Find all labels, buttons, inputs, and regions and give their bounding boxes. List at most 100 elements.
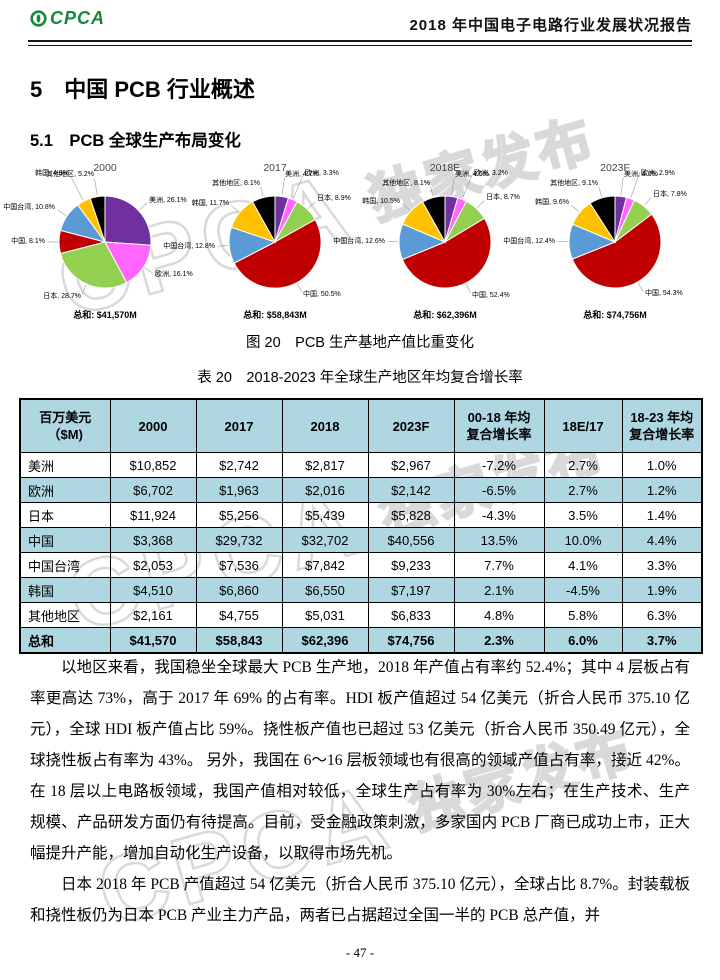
- pie-leader-line: [462, 173, 473, 199]
- table-cell: 6.0%: [543, 627, 623, 654]
- pie-slice-欧洲: [104, 241, 152, 284]
- pie-leader-line: [451, 177, 455, 196]
- table-cell-region: 韩国: [19, 577, 111, 603]
- pie-slice-美洲: [104, 195, 152, 246]
- table-cell: $6,550: [281, 577, 369, 603]
- pie-slice-其他地区: [251, 195, 276, 244]
- table-cell: 1.0%: [621, 452, 703, 478]
- pie-label: 韩国, 11.7%: [191, 200, 229, 207]
- pie-leader-line: [281, 177, 285, 196]
- pie-label: 美洲, 4.5%: [455, 171, 489, 178]
- table-cell: $4,755: [195, 602, 283, 628]
- table-cell: 4.8%: [453, 602, 545, 628]
- table-cell: 13.5%: [453, 527, 545, 553]
- pie-leader-line: [231, 205, 240, 213]
- header-rule: [28, 40, 692, 46]
- pie-chart-2017: 2017 美洲, 4.7% 欧洲, 3.3% 日本, 8.9% 中国, 50.5% 中国台…: [163, 160, 360, 322]
- pie-label: 欧洲, 3.2%: [474, 170, 508, 177]
- pie-label: 美洲, 26.1%: [149, 197, 187, 204]
- table-row: 总和 $41,570 $58,843 $62,396 $74,756 2.3% 6.0% 3.…: [19, 627, 703, 654]
- chart-total: 总和: $62,396M: [413, 310, 477, 320]
- table-cell: 2.7%: [543, 452, 623, 478]
- table-cell: -6.5%: [453, 477, 545, 503]
- table-cell: $2,161: [109, 602, 197, 628]
- table-cell: 4.4%: [621, 527, 703, 553]
- pie-slice-日本: [59, 241, 128, 289]
- table-body: 美洲 $10,852 $2,742 $2,817 $2,967 -7.2% 2.7% 1.0%…: [19, 452, 703, 654]
- table-cell: $40,556: [367, 527, 455, 553]
- pie-label: 日本, 28.7%: [43, 293, 81, 300]
- pie-leader-line: [144, 267, 153, 274]
- table-cell: 1.9%: [621, 577, 703, 603]
- table-cell: $2,053: [109, 552, 197, 578]
- pie-charts-row: 2000 美洲, 26.1% 欧洲, 16.1% 日本, 28.7% 中国, 8.1% 中…: [3, 160, 700, 322]
- pie-leader-line: [402, 203, 411, 211]
- table-cell: $3,368: [109, 527, 197, 553]
- table-cell: $62,396: [281, 627, 369, 654]
- table-cell: $6,833: [367, 602, 455, 628]
- table-cell: $11,924: [109, 502, 197, 528]
- table-cell: $2,742: [195, 452, 283, 478]
- paragraph: 以地区来看，我国稳坐全球最大 PCB 生产地，2018 年产值占有率约 52.4…: [30, 659, 690, 862]
- table-cell: 6.3%: [621, 602, 703, 628]
- pie-leader-line: [70, 176, 84, 201]
- pie-leader-line: [620, 177, 624, 196]
- chart-total: 总和: $74,756M: [583, 310, 647, 320]
- table-row: 中国 $3,368 $29,732 $32,702 $40,556 13.5% 10.0% 4…: [19, 527, 703, 553]
- pie-leader-line: [598, 187, 603, 197]
- pie-svg: [47, 176, 153, 295]
- figure-caption: 图 20 PCB 生产基地产值比重变化: [246, 335, 474, 351]
- pie-label: 中国, 8.1%: [11, 238, 45, 245]
- pie-svg: [387, 173, 492, 294]
- pie-label: 韩国, 9.6%: [535, 199, 569, 206]
- table-cell: $32,702: [281, 527, 369, 553]
- pie-leader-line: [94, 177, 98, 196]
- table-row: 美洲 $10,852 $2,742 $2,817 $2,967 -7.2% 2.7% 1.0%: [19, 452, 703, 478]
- table-cell: $7,842: [281, 552, 369, 578]
- table-cell: 2.7%: [543, 477, 623, 503]
- pie-leader-line: [430, 186, 434, 197]
- table-cell: 7.7%: [453, 552, 545, 578]
- table-cell: $4,510: [109, 577, 197, 603]
- logo-text: CPCA: [50, 8, 106, 28]
- table-cell: $2,142: [367, 477, 455, 503]
- pie-label: 中国台湾, 10.8%: [3, 204, 55, 211]
- pie-label: 韩国, 10.5%: [362, 198, 400, 205]
- pie-slice-其他地区: [589, 195, 616, 244]
- table-cell: $9,233: [367, 552, 455, 578]
- report-header-title: 2018 年中国电子电路行业发展状况报告: [409, 17, 692, 34]
- pie-slice-中国: [571, 213, 662, 289]
- table-row: 中国台湾 $2,053 $7,536 $7,842 $9,233 7.7% 4.1% 3.3%: [19, 552, 703, 578]
- table-row: 欧洲 $6,702 $1,963 $2,016 $2,142 -6.5% 2.7% 1.2%: [19, 477, 703, 503]
- pie-chart-2000: 2000 美洲, 26.1% 欧洲, 16.1% 日本, 28.7% 中国, 8.1% 中…: [3, 160, 193, 322]
- chart-total: 总和: $41,570M: [73, 310, 137, 320]
- pie-label: 其他地区, 8.1%: [212, 180, 260, 187]
- pie-svg: [557, 172, 662, 292]
- pie-leader-line: [307, 201, 316, 209]
- table-header-cell: 百万美元 （$M): [19, 398, 111, 453]
- pie-leader-line: [292, 173, 305, 199]
- pie-leader-line: [637, 282, 644, 292]
- table-cell: 3.7%: [621, 627, 703, 654]
- pie-label: 美洲, 4.7%: [285, 171, 319, 178]
- pie-leader-line: [296, 283, 303, 293]
- table-head: 百万美元 （$M) 2000 2017 2018 2023F 00-18 年均 复合增长率…: [19, 398, 703, 453]
- pie-leader-line: [81, 284, 87, 295]
- table-cell: 3.5%: [543, 502, 623, 528]
- growth-rate-table: 百万美元 （$M) 2000 2017 2018 2023F 00-18 年均 复合增长率…: [19, 398, 703, 654]
- table-header-row: 百万美元 （$M) 2000 2017 2018 2023F 00-18 年均 复合增长率…: [19, 398, 703, 453]
- pie-label: 中国台湾, 12.8%: [163, 243, 215, 250]
- chart-title: 2018E: [429, 162, 461, 174]
- pie-leader-line: [630, 172, 641, 198]
- cpca-logo: CPCA: [30, 8, 105, 29]
- pie-label: 欧洲, 16.1%: [155, 271, 193, 278]
- table-cell: 4.1%: [543, 552, 623, 578]
- table-cell: $5,256: [195, 502, 283, 528]
- table-row: 日本 $11,924 $5,256 $5,439 $5,828 -4.3% 3.5% 1.4%: [19, 502, 703, 528]
- table-cell: $74,756: [367, 627, 455, 654]
- table-cell: $5,031: [281, 602, 369, 628]
- pie-svg: [218, 173, 322, 293]
- pie-label: 其他地区, 5.2%: [46, 171, 94, 178]
- page-number: - 47 -: [345, 945, 375, 960]
